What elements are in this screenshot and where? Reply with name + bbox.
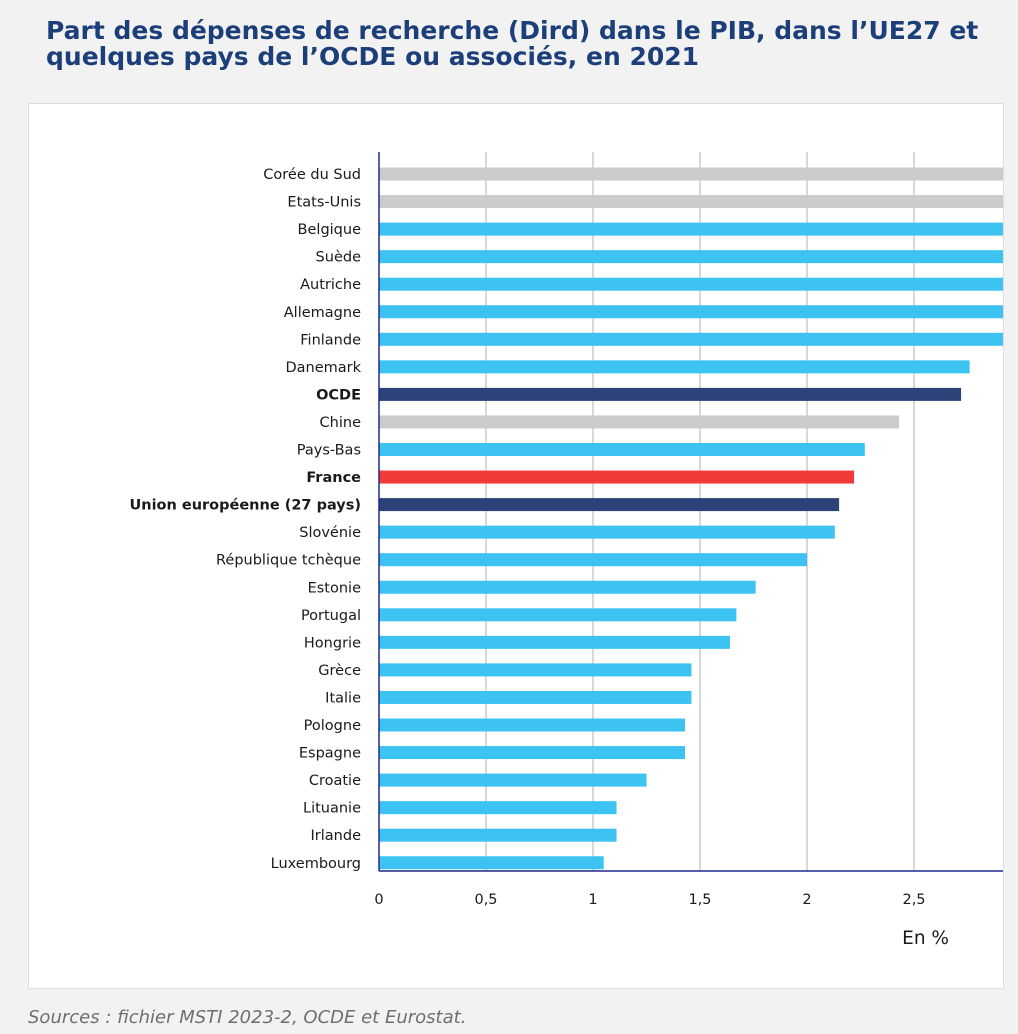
x-tick-labels: 00,511,522,533,544,55 — [374, 892, 925, 908]
bar-grece — [379, 663, 692, 677]
bar-luxembourg — [379, 856, 604, 870]
category-label-autriche: Autriche — [300, 277, 361, 293]
category-label-irlande: Irlande — [311, 828, 362, 844]
category-label-luxembourg: Luxembourg — [271, 856, 361, 872]
category-label-pologne: Pologne — [304, 718, 361, 734]
bar-espagne — [379, 746, 686, 760]
bar-finlande — [379, 332, 1003, 346]
category-label-italie: Italie — [325, 690, 361, 706]
bar-allemagne — [379, 305, 1003, 319]
bar-suede — [379, 250, 1003, 264]
bar-hongrie — [379, 635, 730, 649]
category-label-croatie: Croatie — [309, 773, 361, 789]
bar-croatie — [379, 773, 647, 787]
bar-chart: Corée du Sud Etats-Unis Belgique Suède Autri… — [129, 152, 1003, 949]
bar-republique-tcheque — [379, 553, 807, 567]
category-label-etats-unis: Etats-Unis — [287, 195, 361, 211]
bar-pologne — [379, 718, 686, 732]
category-label-suede: Suède — [316, 250, 362, 266]
category-label-coree-du-sud: Corée du Sud — [263, 167, 361, 183]
category-label-slovenie: Slovénie — [299, 525, 361, 541]
bar-chine — [379, 415, 900, 429]
bar-pays-bas — [379, 443, 865, 456]
bar-etats-unis — [379, 195, 1003, 209]
bar-belgique — [379, 222, 1003, 236]
x-axis-label: En % — [902, 928, 949, 949]
bar-france — [379, 470, 855, 484]
x-tick-label-3: 1,5 — [688, 892, 711, 908]
chart-title-line-2: quelques pays de l’OCDE ou associés, en … — [46, 42, 700, 71]
chart-title: Part des dépenses de recherche (Dird) da… — [46, 18, 986, 70]
x-tick-label-1: 0,5 — [474, 892, 497, 908]
bar-slovenie — [379, 525, 835, 539]
x-tick-label-4: 2 — [802, 892, 811, 908]
category-label-danemark: Danemark — [285, 360, 361, 376]
category-label-allemagne: Allemagne — [284, 305, 361, 321]
category-label-union-europeenne-27-pays: Union européenne (27 pays) — [129, 498, 361, 514]
bar-union-europeenne-27-pays — [379, 498, 840, 512]
source-note: Sources : fichier MSTI 2023-2, OCDE et E… — [28, 1007, 467, 1028]
chart-panel: Corée du Sud Etats-Unis Belgique Suède Autri… — [28, 103, 1004, 989]
bar-coree-du-sud — [379, 167, 1003, 181]
bar-autriche — [379, 277, 1003, 291]
category-label-france: France — [306, 470, 361, 486]
category-label-belgique: Belgique — [298, 222, 362, 238]
category-label-portugal: Portugal — [301, 608, 361, 624]
bar-portugal — [379, 608, 737, 622]
bar-estonie — [379, 580, 756, 594]
bar-italie — [379, 690, 692, 704]
category-label-ocde: OCDE — [316, 387, 361, 403]
category-label-lituanie: Lituanie — [303, 801, 361, 817]
category-label-grece: Grèce — [318, 663, 361, 679]
category-label-estonie: Estonie — [308, 580, 361, 596]
category-label-pays-bas: Pays-Bas — [297, 443, 361, 459]
bar-danemark — [379, 360, 970, 374]
category-label-finlande: Finlande — [300, 332, 361, 348]
bars — [379, 167, 1003, 870]
category-labels: Corée du Sud Etats-Unis Belgique Suède Autri… — [129, 167, 361, 872]
chart-title-line-1: Part des dépenses de recherche (Dird) da… — [46, 16, 979, 45]
category-label-espagne: Espagne — [299, 746, 361, 762]
category-label-chine: Chine — [320, 415, 362, 431]
x-tick-label-5: 2,5 — [902, 892, 925, 908]
bar-lituanie — [379, 801, 617, 815]
category-label-hongrie: Hongrie — [304, 635, 361, 651]
bar-ocde — [379, 387, 962, 401]
bar-irlande — [379, 828, 617, 842]
x-tick-label-2: 1 — [588, 892, 597, 908]
category-label-republique-tcheque: République tchèque — [216, 553, 361, 569]
x-tick-label-0: 0 — [374, 892, 383, 908]
